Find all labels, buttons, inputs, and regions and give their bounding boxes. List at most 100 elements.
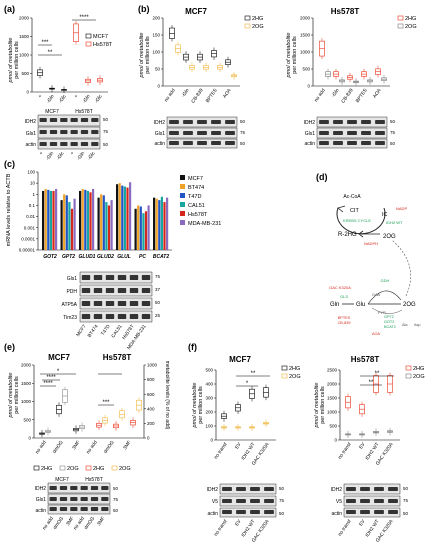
panel-c-x-label: PC (139, 254, 146, 260)
panel-a-legend-swatch-hs578t (85, 41, 92, 47)
panel-c-bar (81, 188, 84, 250)
panel-b-hs-legend-2og: 2OG (405, 24, 417, 30)
panel-e-band-gls1 (70, 497, 78, 501)
panel-f-mcf7-band-idh2 (236, 487, 246, 491)
panel-e-band-actin (59, 507, 68, 511)
panel-e-band-gls1 (49, 497, 57, 501)
panel-c-band-gls1 (129, 275, 139, 280)
panel-a-blot-bands (39, 118, 99, 146)
panel-b-hs-mw-2: 75 (390, 130, 396, 135)
panel-f: (f) MCF7 Hs578T pmol of metabolite per m… (188, 342, 425, 544)
panel-a-y-tick-label: 1500 (19, 34, 30, 39)
panel-e-y-tick-label: 1500 (21, 381, 32, 386)
panel-e-legend-swatch-1 (33, 465, 40, 471)
panel-e-legend-2: 2OG (67, 466, 79, 472)
panel-a-band-gls1 (91, 130, 99, 134)
panel-e-x-labels: no add no add dmOG dmOG 3MF 3MF (34, 439, 132, 455)
panel-f-hs-legend-2hg: 2HG (413, 366, 424, 372)
panel-c-bar (100, 194, 103, 250)
panel-f-legend-swatch-2hg (281, 365, 288, 371)
panel-b-mcf7-band-gls1 (197, 131, 207, 135)
panel-c-bar (92, 188, 95, 250)
panel-f-hs-band-v5 (346, 499, 356, 503)
panel-b-mcf7-row-idh2: IDH2 (154, 120, 166, 126)
panel-f-hs-band-idh2 (374, 487, 384, 491)
panel-a-blot-row-actin: actin (25, 142, 36, 148)
panel-c-bar (126, 187, 129, 250)
panel-b-ylabel-2: per million cells (145, 36, 151, 74)
panel-c-x-label: GLUL (117, 254, 131, 260)
panel-c-bar (86, 190, 89, 250)
panel-a-band-idh2 (49, 118, 58, 122)
panel-c-band-atp5a (129, 301, 139, 306)
panel-c-mw-3: 50 (155, 300, 161, 305)
panel-c-bar (44, 188, 47, 250)
panel-f-mcf7-blot-v5 (219, 495, 277, 507)
panel-a-blot-lane: + (70, 151, 76, 156)
panel-a-y-ticks: 0 500 1000 1500 2000 (19, 16, 32, 95)
panel-b-hs-y-tick-label: 1500 (300, 33, 311, 38)
panel-f-mcf7-band-actin (250, 510, 260, 514)
panel-f-mcf7-y-tick-label: 300 (205, 396, 213, 401)
panel-b-marks (169, 25, 387, 86)
panel-e-sig-2: * (57, 369, 60, 375)
panel-b-mcf7-band-gls1 (169, 131, 179, 135)
panel-f-hs-band-actin (388, 510, 398, 514)
panel-b-legend-2og: 2OG (252, 24, 264, 30)
panel-b-hs-band-idh2 (319, 120, 329, 124)
panel-c-band-pdh (141, 288, 151, 293)
panel-f-marks (221, 372, 393, 438)
panel-a-x-label: + (74, 94, 80, 99)
panel-b-title-hs578t: Hs578T (331, 7, 360, 16)
panel-f-ylabel-2: per million cells (198, 386, 204, 424)
panel-c-band-gls1 (141, 275, 151, 280)
panel-b-hs-band-gls1 (347, 131, 357, 135)
panel-b-hs-band-idh2 (333, 120, 343, 124)
panel-e-y-tick-label: 500 (23, 417, 31, 422)
panel-c-band-pdh (105, 288, 115, 293)
panel-f-hs-band-v5 (374, 499, 384, 503)
panel-b-hs-band-actin (347, 141, 357, 145)
panel-b-hs-ylabel-1: pmol of metabolite (286, 33, 292, 79)
panel-c-band-atp5a (117, 301, 127, 306)
panel-d-og: 2OG (383, 234, 396, 240)
panel-e-legend-swatch-3 (85, 465, 92, 471)
panel-c-blot-bands (81, 275, 151, 319)
panel-f-hs-ylabel-2: per million cells (320, 386, 326, 424)
panel-c-band-gls1 (81, 275, 91, 280)
panel-b-hs-row-gls1: Gls1 (305, 131, 316, 137)
panel-e-x-label-hs: 3MF (122, 440, 132, 451)
panel-e-row-idh2: IDH2 (35, 486, 47, 492)
panel-e-right-label: metabolite levels (% of no add) (164, 361, 170, 430)
panel-d-idh: IDH2 WT (386, 220, 403, 225)
panel-a-legend-hs578t: Hs578T (93, 42, 113, 48)
panel-c-y-tick-label: 0.1 (29, 203, 36, 208)
panel-c-blot-pdh (79, 284, 153, 297)
panel-a-blot-row-gls1: Gls1 (26, 131, 37, 137)
panel-f-mcf7-band-v5 (264, 499, 274, 503)
panel-c-mw-4: 25 (155, 313, 161, 318)
panel-a-y-tick-label: 0 (26, 90, 29, 95)
panel-a-mw-2: 75 (103, 129, 109, 134)
panel-f-mcf7-blot-actin (219, 507, 277, 518)
panel-f-mcf7-x-label: EV (234, 441, 243, 450)
panel-f-mcf7-band-idh2 (222, 487, 232, 491)
panel-c-band-atp5a (141, 301, 151, 306)
panel-e-blot-actin (47, 504, 111, 515)
panel-f-hs-y-tick-label: 2000 (327, 382, 338, 387)
panel-d-nadph: NADPH (364, 241, 378, 246)
panel-a-x-label: -Glc (58, 93, 68, 104)
panel-c-band-pdh (129, 288, 139, 293)
panel-b-hs-band-gls1 (361, 131, 371, 135)
panel-d-gpt: GPT2 (384, 315, 394, 319)
panel-d-gdh: GDH (381, 278, 390, 283)
panel-c-bar (49, 190, 52, 250)
panel-b-mcf7-band-idh2 (183, 120, 193, 124)
panel-a-x-label: -Gln (46, 93, 56, 104)
panel-e-title-mcf7: MCF7 (48, 353, 70, 362)
panel-a-sig-2: ** (48, 50, 53, 56)
panel-f-mcf7-blot-lane: no transf (213, 518, 229, 537)
panel-e-y-ticks: 0 500 1000 1500 2000 0 200 400 600 800 1000 (21, 363, 158, 441)
panel-b-hs-mw-1: 50 (390, 119, 396, 124)
